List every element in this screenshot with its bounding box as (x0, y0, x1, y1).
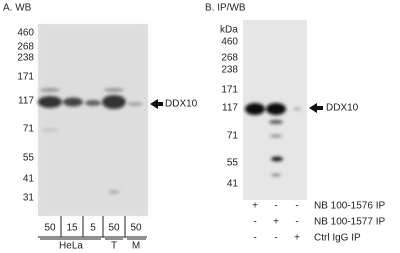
marker-label: 268 (221, 53, 238, 64)
sign: + (294, 233, 300, 244)
panel-title: A. WB (3, 3, 32, 14)
target-label: DDX10 (326, 103, 359, 114)
sign: - (274, 233, 277, 244)
unit-label: kDa (220, 25, 238, 36)
lane-label: 5 (90, 223, 96, 234)
marker-label: 117 (18, 96, 34, 107)
row-label: Ctrl IgG IP (314, 233, 361, 244)
sign: + (252, 201, 258, 212)
row-label: NB 100-1576 IP (314, 201, 385, 212)
sign: - (274, 201, 277, 212)
sign: - (253, 217, 256, 228)
marker-label: 117 (222, 103, 238, 114)
arrow-a (150, 99, 163, 109)
marker-label: 171 (221, 85, 238, 96)
marker-label: 71 (23, 124, 35, 135)
row-label: NB 100-1577 IP (314, 217, 385, 228)
marker-label: 268 (17, 42, 34, 53)
marker-label: 460 (17, 28, 34, 39)
blot-a-haze (38, 24, 148, 216)
marker-label: 238 (221, 65, 238, 76)
lane-label: 50 (130, 223, 142, 234)
panel-title: B. IP/WB (205, 3, 246, 14)
sign: - (295, 217, 298, 228)
marker-label: 71 (227, 131, 239, 142)
bands-b (245, 103, 301, 177)
lane-label: 15 (66, 223, 78, 234)
group-label: HeLa (59, 241, 83, 252)
group-label: T (111, 241, 117, 252)
sign: - (253, 233, 256, 244)
marker-label: 41 (23, 174, 35, 185)
target-label: DDX10 (165, 99, 198, 110)
marker-label: 238 (17, 53, 34, 64)
marker-label: 55 (227, 158, 239, 169)
marker-label: 41 (227, 179, 239, 190)
marker-label: 55 (23, 153, 35, 164)
lane-label: 50 (108, 223, 120, 234)
sign: + (273, 217, 279, 228)
marker-label: 171 (17, 72, 34, 83)
marker-label: 460 (221, 37, 238, 48)
lane-label: 50 (44, 223, 56, 234)
arrow-b (309, 103, 323, 113)
marker-label: 31 (23, 193, 35, 204)
sign: - (295, 201, 298, 212)
group-label: M (132, 241, 140, 252)
